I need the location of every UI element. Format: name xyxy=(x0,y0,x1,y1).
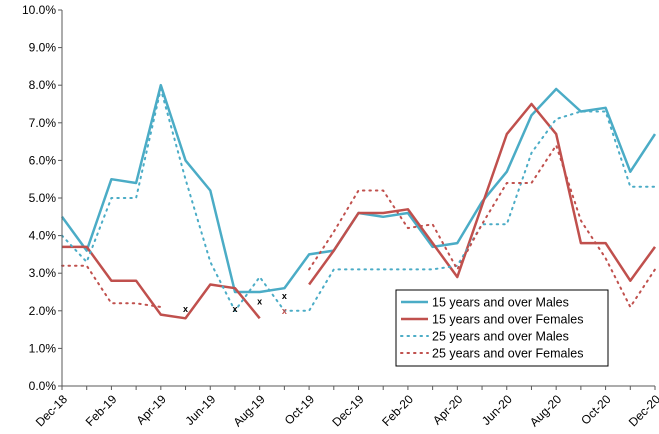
x-axis-ticks: Dec-18 Feb-19 Apr-19 Jun-19 Aug-19 Oct-19 Dec-… xyxy=(33,386,659,429)
annotation-marker: x xyxy=(282,291,287,301)
y-tick-label: 6.0% xyxy=(29,153,57,167)
annotation-marker: x xyxy=(183,304,188,314)
y-tick-label: 0.0% xyxy=(29,379,57,393)
y-tick-label: 10.0% xyxy=(22,3,56,17)
annotation-marker: x xyxy=(232,304,237,314)
legend-label: 15 years and over Males xyxy=(432,296,569,310)
series-3 xyxy=(61,88,656,312)
y-tick-label: 4.0% xyxy=(29,229,57,243)
y-tick-label: 3.0% xyxy=(29,266,57,280)
y-tick-label: 2.0% xyxy=(29,304,57,318)
x-tick-label: Oct-20 xyxy=(578,392,614,428)
x-tick-label: Dec-19 xyxy=(329,392,366,429)
legend: 15 years and over Males 15 years and over… xyxy=(395,289,609,367)
y-tick-label: 1.0% xyxy=(29,341,57,355)
legend-box xyxy=(395,289,609,367)
series-line xyxy=(308,144,656,308)
x-tick-label: Feb-19 xyxy=(83,392,120,429)
annotation-marker: x xyxy=(257,296,262,306)
annotation-marker: x xyxy=(282,306,287,316)
y-tick-label: 5.0% xyxy=(29,191,57,205)
x-tick-label: Aug-19 xyxy=(230,392,267,429)
series-line xyxy=(62,245,261,320)
x-tick-label: Jun-19 xyxy=(182,392,218,428)
x-tick-label: Apr-20 xyxy=(430,392,466,428)
y-axis-ticks: 0.0% 1.0% 2.0% 3.0% 4.0% 5.0% 6.0% 7.0% 8.0% 9.0%… xyxy=(22,3,62,393)
legend-label: 25 years and over Females xyxy=(432,347,583,361)
x-tick-label: Dec-20 xyxy=(626,392,659,429)
y-tick-label: 9.0% xyxy=(29,41,57,55)
legend-label: 15 years and over Females xyxy=(432,313,583,327)
series-line xyxy=(61,88,656,312)
x-tick-label: Oct-19 xyxy=(282,392,318,428)
y-tick-label: 7.0% xyxy=(29,116,57,130)
series-4 xyxy=(61,144,656,308)
series-line xyxy=(61,264,162,308)
x-tick-label: Feb-20 xyxy=(379,392,416,429)
x-tick-label: Dec-18 xyxy=(33,392,70,429)
x-tick-label: Aug-20 xyxy=(527,392,564,429)
legend-label: 25 years and over Males xyxy=(432,330,569,344)
series-line xyxy=(308,102,657,286)
y-tick-label: 8.0% xyxy=(29,78,57,92)
x-tick-label: Apr-19 xyxy=(134,392,170,428)
series-2 xyxy=(62,102,657,320)
x-tick-label: Jun-20 xyxy=(479,392,515,428)
series-layer xyxy=(60,83,657,320)
